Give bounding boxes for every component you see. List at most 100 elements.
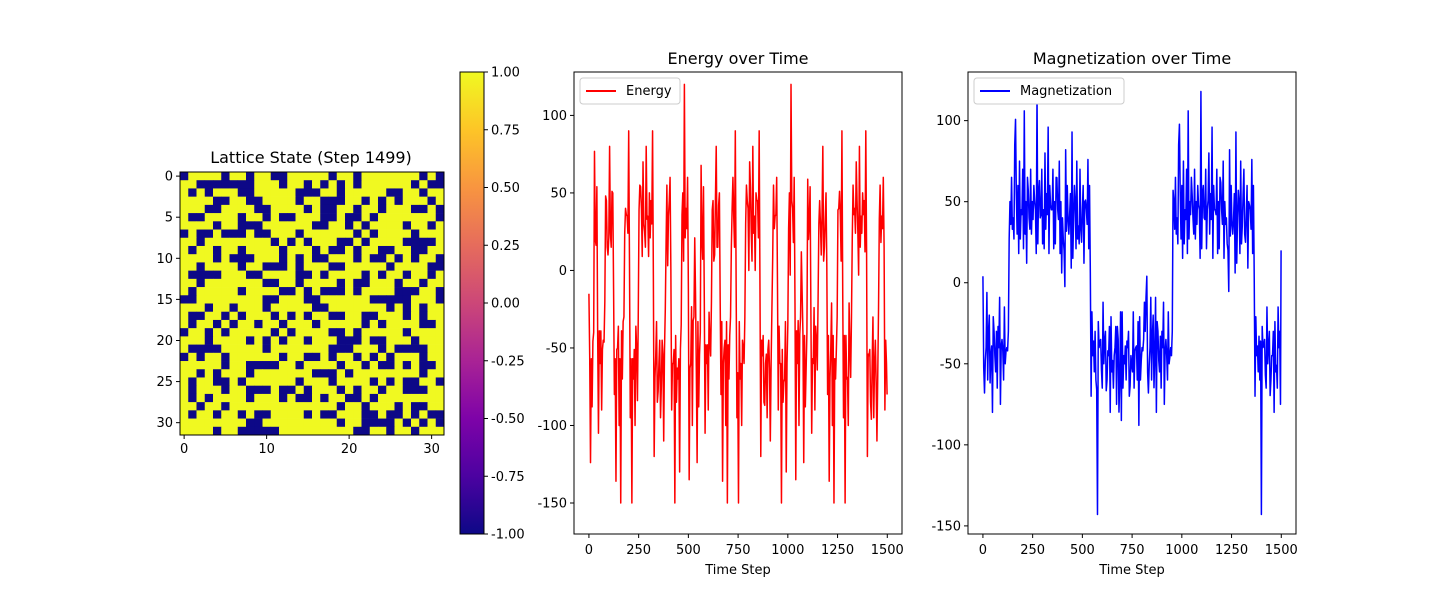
lattice-cell [369,319,379,329]
lattice-cell [369,385,379,395]
lattice-cell [328,213,338,222]
lattice-frame [179,171,445,436]
lattice-cell [320,278,329,288]
lattice-cell [204,311,214,321]
lattice-cell [312,361,321,370]
lattice-cell [435,418,445,428]
lattice-cell [394,254,404,263]
lattice-cell [196,369,206,378]
magnetization-panel: Magnetization over Time 0 250 500 750 1000 12… [931,49,1297,578]
lattice-cell [196,426,206,436]
lattice-cell [312,221,321,230]
lattice-cell [213,352,222,362]
lattice-cell [394,270,404,280]
lattice-cell [221,221,230,230]
lattice-cell [270,377,280,386]
lattice-cell [312,295,321,304]
lattice-cell [204,204,214,214]
lattice-cell [180,393,189,403]
lattice-cell [427,344,437,354]
lattice-cell [213,229,222,239]
lattice-cell [229,344,239,354]
lattice-cell [279,336,288,345]
lattice-cell [221,245,230,255]
lattice-cell [312,237,321,247]
lattice-cell [320,418,329,428]
lattice-cell [246,319,255,329]
lattice-cell [369,270,379,280]
magnetization-xlabel: Time Step [1098,563,1165,578]
lattice-cell [295,204,305,214]
lattice-cell [246,410,255,419]
lattice-cell [237,278,247,288]
lattice-cell [196,393,206,403]
lattice-cell [320,361,329,370]
series-line [588,83,888,504]
lattice-cell [345,287,354,296]
lattice-cell [353,254,362,263]
lattice-cell [345,369,354,378]
lattice-cell [262,352,272,362]
lattice-cell [369,418,379,428]
lattice-cell [435,188,445,197]
lattice-cell [345,402,354,411]
lattice-cell [180,196,189,206]
lattice-cell [402,336,412,345]
lattice-cell [295,385,305,395]
lattice-cell [262,311,272,321]
lattice-cell [213,213,222,222]
lattice-y-axis: 0 5 10 15 20 25 30 [156,170,180,431]
lattice-cell [287,385,296,395]
lattice-cell [279,393,288,403]
lattice-cell [361,410,371,419]
lattice-cell [336,180,346,189]
lattice-cell [378,287,387,296]
lattice-cell [188,172,197,181]
lattice-cell [180,180,189,189]
lattice-cell [262,402,272,411]
lattice-cell [180,418,189,428]
lattice-cell [287,204,296,214]
lattice-cell [345,303,354,313]
x-tick-label: 10 [258,442,275,457]
lattice-cell [287,303,296,313]
lattice-cell [204,287,214,296]
lattice-cell [361,402,371,411]
lattice-cell [196,303,206,313]
lattice-cell [419,262,428,271]
lattice-cell [320,377,329,386]
lattice-cell [303,213,313,222]
lattice-cell [295,254,305,263]
lattice-cell [303,393,313,403]
lattice-cell [229,204,239,214]
lattice-cell [328,237,338,247]
lattice-cell [246,188,255,197]
lattice-cell [361,361,371,370]
lattice-cell [411,270,420,280]
lattice-cell [221,385,230,395]
magnetization-legend: Magnetization [973,77,1125,105]
lattice-cell [254,377,263,386]
lattice-cell [435,204,445,214]
lattice-cell [262,410,272,419]
lattice-cell [369,262,379,271]
lattice-cell [419,196,428,206]
lattice-cell [262,319,272,329]
lattice-cell [295,229,305,239]
lattice-cell [229,295,239,304]
lattice-cell [196,196,206,206]
lattice-cell [254,311,263,321]
lattice-cell [411,344,420,354]
lattice-cell [402,213,412,222]
lattice-cell [303,196,313,206]
lattice-cell [196,221,206,230]
colorbar-tick-label: -0.25 [491,354,525,369]
lattice-cell [196,361,206,370]
lattice-cell [204,352,214,362]
lattice-cell [353,311,362,321]
lattice-cell [312,352,321,362]
lattice-cell [270,278,280,288]
lattice-cell [394,245,404,255]
lattice-cell [303,287,313,296]
lattice-cell [419,254,428,263]
